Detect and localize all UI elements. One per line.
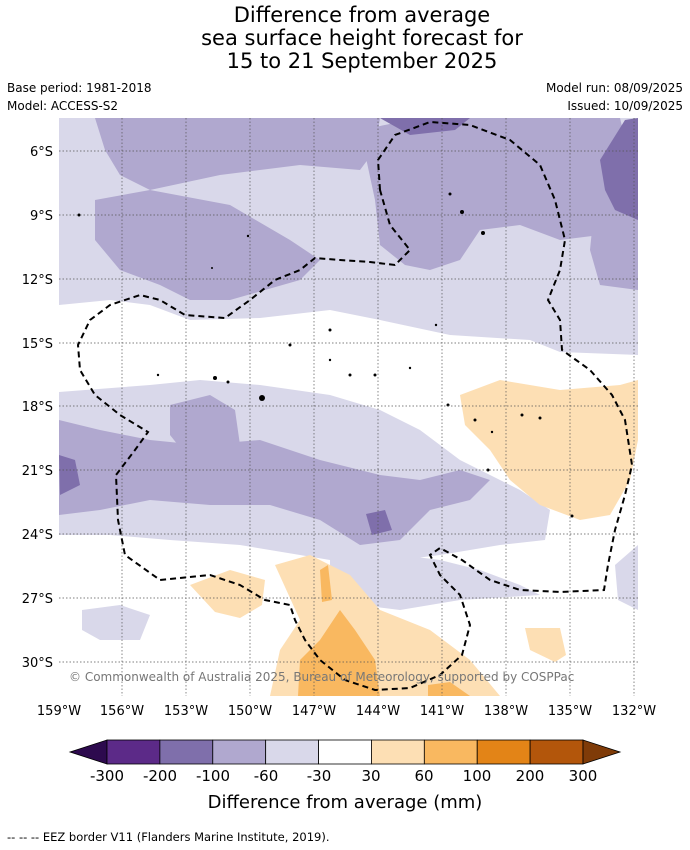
lon-label: 132°W bbox=[612, 704, 656, 719]
lat-label: 12°S bbox=[22, 273, 53, 288]
lat-label: 18°S bbox=[22, 400, 53, 415]
title-line-3: 15 to 21 September 2025 bbox=[226, 49, 498, 73]
contour-lightpurple-se bbox=[615, 545, 638, 610]
colorbar-tick: -60 bbox=[254, 767, 279, 785]
colorbar-tick: -300 bbox=[90, 767, 124, 785]
contour-orange-east bbox=[460, 380, 638, 520]
lon-label: 159°W bbox=[37, 704, 81, 719]
contour-purple-mid-3 bbox=[280, 455, 305, 473]
colorbar-segment bbox=[159, 739, 214, 765]
contour-darkpurple-north-2 bbox=[380, 118, 470, 135]
lat-label: 15°S bbox=[22, 337, 53, 352]
contour-darkorange-south-3 bbox=[428, 682, 470, 696]
contour-purple-north-1 bbox=[95, 118, 380, 190]
colorbar-tick: 100 bbox=[463, 767, 492, 785]
lon-label: 141°W bbox=[420, 704, 464, 719]
lat-label: 9°S bbox=[30, 209, 53, 224]
colorbar-tick: 60 bbox=[414, 767, 433, 785]
colorbar-tick: 300 bbox=[569, 767, 598, 785]
contour-lightpurple-sw bbox=[82, 605, 150, 640]
title-line-1: Difference from average bbox=[233, 3, 491, 27]
base-period: Base period: 1981-2018 bbox=[7, 81, 152, 95]
colorbar-tick: -200 bbox=[143, 767, 177, 785]
colorbar-segment bbox=[106, 739, 161, 765]
issued-date: Issued: 10/09/2025 bbox=[567, 99, 683, 113]
colorbar-segment bbox=[476, 739, 531, 765]
colorbar-tick: 30 bbox=[361, 767, 380, 785]
lon-label: 144°W bbox=[356, 704, 400, 719]
colorbar-segment bbox=[423, 739, 478, 765]
contour-orange-se bbox=[525, 628, 566, 662]
colorbar-extend-low bbox=[68, 739, 108, 765]
lon-label: 150°W bbox=[228, 704, 272, 719]
colorbar-tick: -30 bbox=[307, 767, 332, 785]
contour-darkorange-south-2 bbox=[320, 565, 332, 602]
contour-darkpurple-mid-2 bbox=[366, 510, 392, 535]
contour-purple-mid-2 bbox=[170, 395, 240, 465]
colorbar-extend-high bbox=[582, 739, 622, 765]
contour-darkpurple-north bbox=[600, 118, 638, 220]
lat-label: 21°S bbox=[22, 464, 53, 479]
lon-label: 153°W bbox=[164, 704, 208, 719]
title-line-2: sea surface height forecast for bbox=[201, 26, 523, 50]
lat-label: 6°S bbox=[30, 145, 53, 160]
contour-darkpurple-mid bbox=[59, 455, 80, 495]
colorbar-segment bbox=[265, 739, 319, 765]
colorbar-segment bbox=[318, 739, 372, 765]
colorbar-tick: 200 bbox=[516, 767, 545, 785]
colorbar-ticks: -300 -200 -100 -60 -30 30 60 100 200 300 bbox=[90, 767, 597, 785]
colorbar bbox=[68, 739, 622, 765]
lat-labels: 6°S 9°S 12°S 15°S 18°S 21°S 24°S 27°S 30… bbox=[22, 145, 53, 671]
colorbar-segment bbox=[371, 739, 425, 765]
meta-left: Base period: 1981-2018 Model: ACCESS-S2 bbox=[7, 79, 152, 115]
lon-label: 147°W bbox=[292, 704, 336, 719]
map-title: Difference from average sea surface heig… bbox=[0, 4, 690, 73]
lon-labels: 159°W 156°W 153°W 150°W 147°W 144°W 141°… bbox=[37, 704, 656, 719]
eez-legend-note: -- -- -- EEZ border V11 (Flanders Marine… bbox=[7, 830, 330, 844]
colorbar-segment bbox=[212, 739, 267, 765]
colorbar-tick: -100 bbox=[196, 767, 230, 785]
lon-label: 156°W bbox=[100, 704, 144, 719]
model-run: Model run: 08/09/2025 bbox=[545, 81, 683, 95]
model-name: Model: ACCESS-S2 bbox=[7, 99, 119, 113]
contour-orange-sw bbox=[190, 570, 265, 618]
islands bbox=[77, 192, 574, 518]
contour-purple-north-2 bbox=[95, 190, 320, 300]
contour-darkorange-south bbox=[298, 610, 380, 696]
colorbar-label: Difference from average (mm) bbox=[207, 792, 483, 813]
lat-label: 30°S bbox=[22, 656, 53, 671]
eez-border bbox=[76, 120, 634, 692]
anomaly-field bbox=[59, 118, 638, 696]
lat-label: 24°S bbox=[22, 528, 53, 543]
lon-label: 135°W bbox=[548, 704, 592, 719]
copyright-text: © Commonwealth of Australia 2025, Bureau… bbox=[69, 670, 574, 684]
contour-lightpurple-south bbox=[330, 555, 540, 610]
lat-label: 27°S bbox=[22, 592, 53, 607]
lon-label: 138°W bbox=[484, 704, 528, 719]
meta-right: Model run: 08/09/2025 Issued: 10/09/2025 bbox=[546, 79, 683, 115]
colorbar-segment bbox=[529, 739, 584, 765]
